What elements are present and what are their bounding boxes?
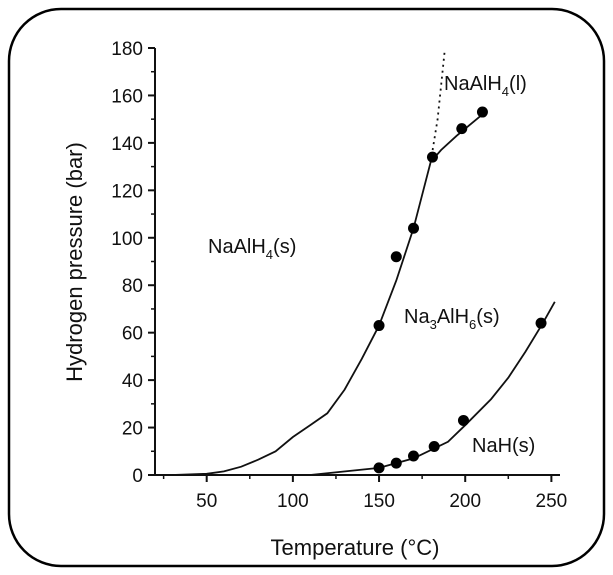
- region-label-hexahydride: Na3AlH6(s): [404, 306, 500, 332]
- y-tick-label: 80: [122, 276, 143, 297]
- region-label-hydride: NaH(s): [472, 435, 535, 457]
- region-label-liquid_alanate: NaAlH4(l): [444, 73, 527, 99]
- series-0-point: [426, 151, 438, 163]
- series-0-extrapolation: [429, 52, 446, 163]
- series-1-point: [457, 414, 469, 426]
- x-axis-title: Temperature (°C): [271, 535, 440, 560]
- y-tick-label: 120: [111, 181, 143, 202]
- y-tick-label: 140: [111, 134, 143, 155]
- x-tick-label: 250: [536, 491, 568, 512]
- x-tick-label: 100: [277, 491, 309, 512]
- y-tick-label: 180: [111, 39, 143, 60]
- y-tick-label: 60: [122, 324, 143, 345]
- x-tick-label: 50: [196, 491, 217, 512]
- series-0-point: [408, 222, 420, 234]
- series-1-point: [428, 441, 440, 453]
- y-axis-ticks: 0 20 40 60 80 100 120 140 160 180: [111, 39, 155, 487]
- x-tick-label: 200: [449, 491, 481, 512]
- series-1-point: [373, 462, 385, 474]
- series-1-point: [390, 457, 402, 469]
- y-tick-label: 20: [122, 419, 143, 440]
- y-axis-title: Hydrogen pressure (bar): [62, 142, 87, 382]
- series-1-point: [408, 450, 420, 462]
- region-labels: NaAlH4(s) NaAlH4(l) Na3AlH6(s) NaH(s): [208, 73, 535, 457]
- series-1-point: [535, 317, 547, 329]
- plot-area: [172, 52, 556, 476]
- chart-frame: [7, 7, 606, 568]
- y-tick-label: 100: [111, 229, 143, 250]
- series-0-point: [390, 251, 402, 263]
- series-0-point: [456, 123, 468, 135]
- y-tick-label: 0: [132, 466, 143, 487]
- x-tick-label: 150: [363, 491, 395, 512]
- region-label-solid_alanate: NaAlH4(s): [208, 236, 296, 262]
- series-0-point: [476, 106, 488, 118]
- x-axis-ticks: 50 100 150 200 250: [162, 475, 568, 512]
- y-tick-label: 160: [111, 86, 143, 107]
- series-0-point: [373, 320, 385, 332]
- y-tick-label: 40: [122, 371, 143, 392]
